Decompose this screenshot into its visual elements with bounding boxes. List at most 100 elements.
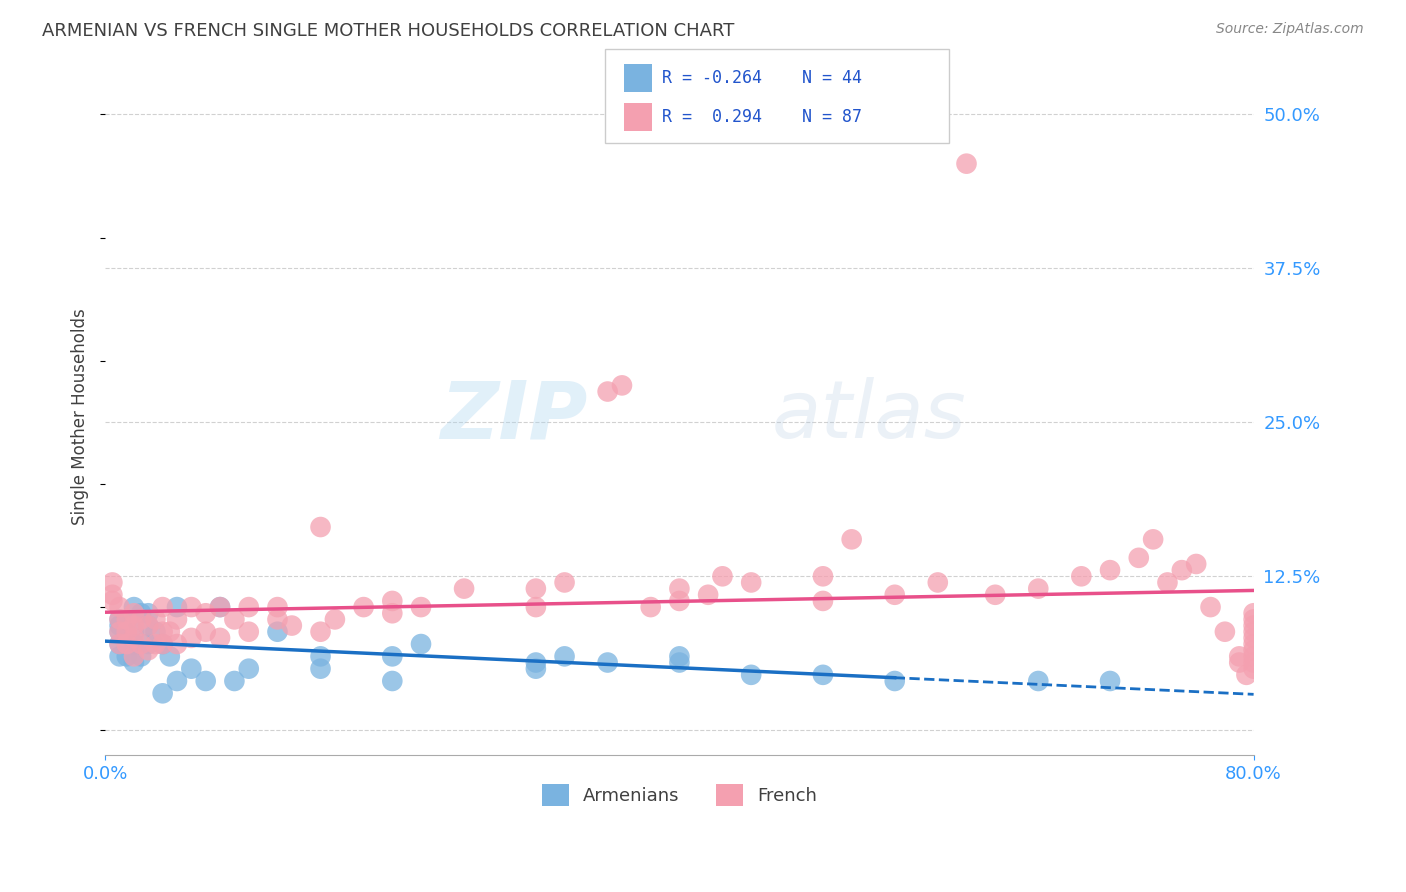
- Point: [122, 649, 145, 664]
- Point: [108, 649, 131, 664]
- Point: [409, 600, 432, 615]
- Point: [266, 624, 288, 639]
- Point: [1026, 582, 1049, 596]
- Point: [1243, 631, 1265, 645]
- Point: [115, 612, 138, 626]
- Point: [136, 618, 159, 632]
- Point: [194, 673, 217, 688]
- Point: [524, 656, 547, 670]
- Point: [1128, 550, 1150, 565]
- Point: [122, 637, 145, 651]
- Point: [224, 673, 246, 688]
- Point: [152, 637, 174, 651]
- Point: [122, 600, 145, 615]
- Point: [145, 612, 167, 626]
- Point: [108, 624, 131, 639]
- Point: [381, 607, 404, 621]
- Point: [166, 600, 188, 615]
- Point: [668, 649, 690, 664]
- Point: [281, 618, 304, 632]
- Point: [209, 600, 232, 615]
- Point: [1142, 533, 1164, 547]
- Point: [101, 575, 124, 590]
- Point: [129, 612, 152, 626]
- Point: [1243, 624, 1265, 639]
- Point: [194, 607, 217, 621]
- Point: [159, 624, 181, 639]
- Point: [1185, 557, 1208, 571]
- Point: [381, 649, 404, 664]
- Point: [596, 656, 619, 670]
- Point: [209, 631, 232, 645]
- Text: atlas: atlas: [772, 377, 966, 455]
- Point: [108, 624, 131, 639]
- Point: [524, 662, 547, 676]
- Point: [108, 600, 131, 615]
- Point: [1026, 673, 1049, 688]
- Point: [1243, 656, 1265, 670]
- Point: [668, 582, 690, 596]
- Point: [122, 624, 145, 639]
- Point: [1213, 624, 1236, 639]
- Point: [238, 600, 260, 615]
- Point: [596, 384, 619, 399]
- Point: [238, 624, 260, 639]
- Text: ARMENIAN VS FRENCH SINGLE MOTHER HOUSEHOLDS CORRELATION CHART: ARMENIAN VS FRENCH SINGLE MOTHER HOUSEHO…: [42, 22, 734, 40]
- Point: [668, 594, 690, 608]
- Point: [309, 624, 332, 639]
- Point: [1243, 612, 1265, 626]
- Point: [166, 673, 188, 688]
- Point: [740, 668, 762, 682]
- Text: Source: ZipAtlas.com: Source: ZipAtlas.com: [1216, 22, 1364, 37]
- Point: [145, 624, 167, 639]
- Point: [115, 637, 138, 651]
- Point: [309, 662, 332, 676]
- Point: [152, 624, 174, 639]
- Point: [145, 637, 167, 651]
- Point: [1236, 668, 1258, 682]
- Point: [1243, 662, 1265, 676]
- Point: [108, 618, 131, 632]
- Point: [1243, 637, 1265, 651]
- Point: [811, 594, 834, 608]
- Y-axis label: Single Mother Households: Single Mother Households: [72, 308, 89, 524]
- Point: [1171, 563, 1194, 577]
- Point: [1156, 575, 1178, 590]
- Point: [381, 594, 404, 608]
- Point: [266, 612, 288, 626]
- Point: [136, 618, 159, 632]
- Point: [381, 673, 404, 688]
- Point: [101, 594, 124, 608]
- Point: [136, 637, 159, 651]
- Point: [883, 588, 905, 602]
- Point: [115, 612, 138, 626]
- Legend: Armenians, French: Armenians, French: [534, 777, 824, 814]
- Point: [811, 668, 834, 682]
- Text: R =  0.294    N = 87: R = 0.294 N = 87: [662, 108, 862, 126]
- Point: [610, 378, 633, 392]
- Point: [453, 582, 475, 596]
- Point: [129, 637, 152, 651]
- Point: [266, 600, 288, 615]
- Point: [1070, 569, 1092, 583]
- Point: [129, 649, 152, 664]
- Point: [122, 656, 145, 670]
- Point: [353, 600, 375, 615]
- Point: [122, 631, 145, 645]
- Point: [1243, 649, 1265, 664]
- Point: [984, 588, 1007, 602]
- Point: [668, 656, 690, 670]
- Point: [927, 575, 949, 590]
- Point: [409, 637, 432, 651]
- Point: [811, 569, 834, 583]
- Point: [883, 673, 905, 688]
- Point: [323, 612, 346, 626]
- Point: [697, 588, 720, 602]
- Point: [122, 607, 145, 621]
- Text: R = -0.264    N = 44: R = -0.264 N = 44: [662, 69, 862, 87]
- Point: [108, 637, 131, 651]
- Point: [115, 649, 138, 664]
- Point: [108, 612, 131, 626]
- Point: [309, 649, 332, 664]
- Point: [1227, 656, 1250, 670]
